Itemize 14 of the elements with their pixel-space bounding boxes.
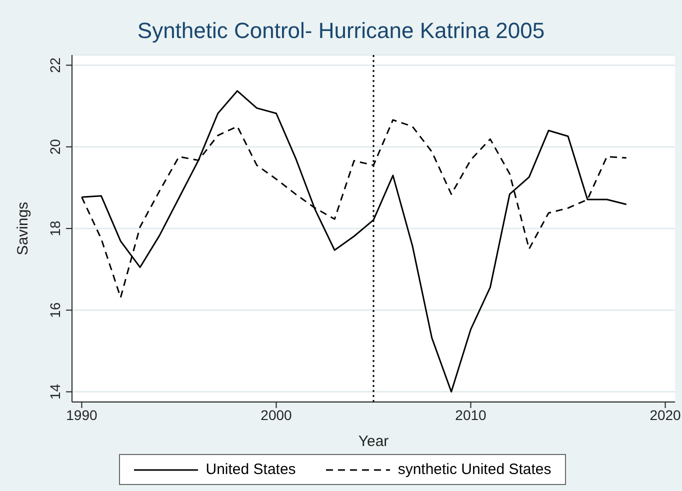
y-tick-label: 22 — [47, 57, 63, 73]
legend-label: United States — [206, 461, 296, 478]
x-axis-title: Year — [358, 433, 389, 450]
x-tick-label: 1990 — [66, 406, 98, 423]
y-tick-label: 16 — [47, 302, 63, 318]
legend-label: synthetic United States — [398, 461, 552, 478]
y-tick-label: 20 — [47, 138, 63, 155]
y-tick-label: 14 — [47, 384, 63, 400]
y-axis-title: Savings — [14, 202, 32, 256]
y-tick-label: 18 — [47, 220, 63, 236]
x-tick-label: 2000 — [260, 406, 292, 423]
x-tick-label: 2010 — [455, 406, 487, 423]
x-tick-label: 2020 — [650, 406, 682, 423]
chart-title: Synthetic Control- Hurricane Katrina 2005 — [136, 18, 546, 44]
